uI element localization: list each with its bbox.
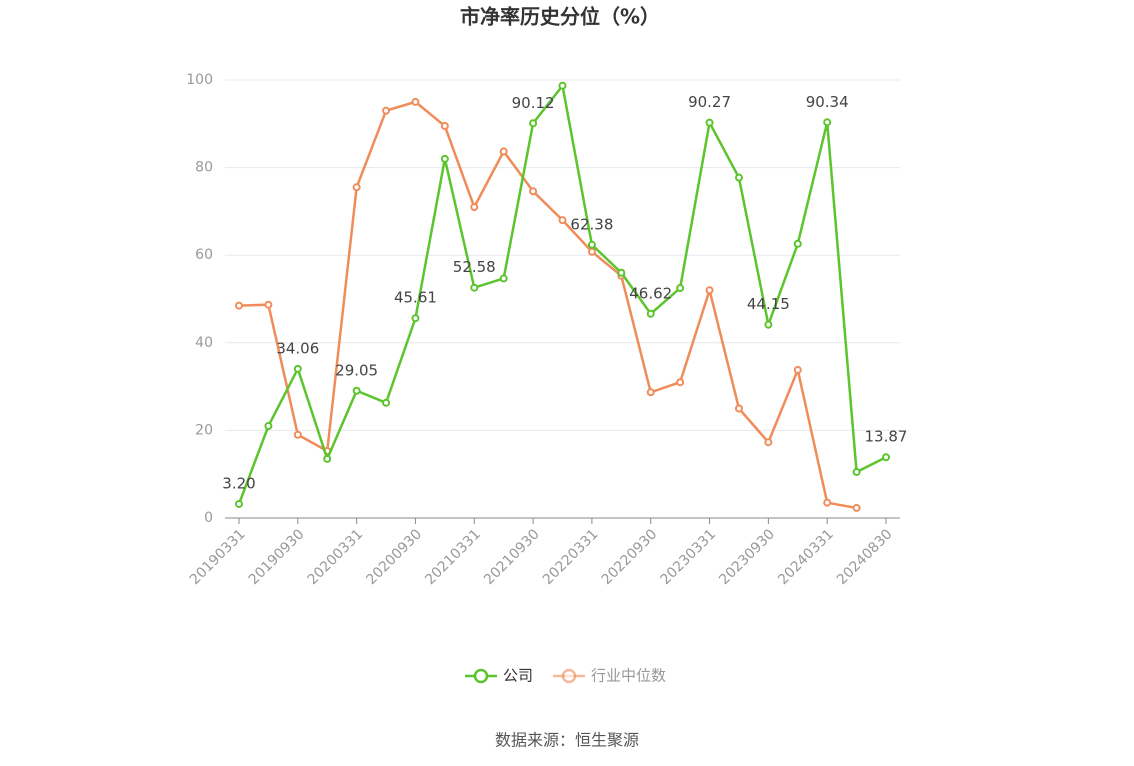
data-point	[470, 283, 479, 292]
data-point	[676, 284, 685, 293]
x-tick-label: 20230331	[657, 526, 719, 588]
data-point	[382, 398, 391, 407]
data-point	[793, 365, 802, 374]
data-point	[411, 97, 420, 106]
y-tick-label: 20	[195, 422, 213, 438]
x-tick-label: 20210930	[481, 526, 543, 588]
data-point	[411, 314, 420, 323]
legend-marker	[561, 668, 577, 684]
data-point	[793, 239, 802, 248]
data-point	[382, 106, 391, 115]
x-tick-label: 20220930	[599, 526, 661, 588]
data-label: 90.27	[688, 93, 731, 111]
legend-label: 公司	[503, 667, 533, 685]
x-tick-label: 20190331	[187, 526, 249, 588]
data-label: 52.58	[453, 258, 496, 276]
data-point	[587, 240, 596, 249]
data-point	[293, 430, 302, 439]
data-label: 34.06	[276, 339, 319, 357]
data-label: 44.15	[747, 295, 790, 313]
data-point	[529, 119, 538, 128]
data-point	[235, 301, 243, 310]
x-tick-label: 20200331	[305, 526, 367, 588]
data-point	[264, 300, 273, 309]
x-tick-label: 20200930	[363, 526, 425, 588]
data-label: 90.34	[806, 93, 849, 111]
data-label: 3.20	[222, 474, 255, 492]
data-point	[529, 187, 538, 196]
x-tick-label: 20230930	[716, 526, 778, 588]
data-point	[734, 404, 743, 413]
data-point	[558, 216, 567, 225]
data-point	[882, 453, 890, 462]
data-point	[470, 203, 479, 212]
x-tick-label: 20190930	[246, 526, 308, 588]
y-tick-label: 40	[195, 335, 213, 351]
data-point	[323, 454, 332, 463]
data-label: 29.05	[335, 361, 378, 379]
data-point	[705, 286, 714, 295]
data-point	[352, 386, 361, 395]
data-point	[352, 183, 361, 192]
data-point	[499, 274, 508, 283]
y-tick-label: 100	[186, 72, 213, 88]
data-point	[440, 154, 449, 163]
y-tick-label: 0	[204, 510, 213, 526]
data-point	[646, 309, 655, 318]
data-point	[823, 118, 832, 127]
source: 数据来源：恒生聚源	[495, 731, 639, 750]
data-point	[646, 388, 655, 397]
legend-label: 行业中位数	[591, 667, 666, 685]
y-tick-label: 60	[195, 247, 213, 263]
data-point	[852, 468, 861, 477]
data-point	[764, 320, 773, 329]
data-label: 13.87	[865, 428, 908, 446]
data-point	[852, 503, 861, 512]
chart-title: 市净率历史分位（%）	[460, 5, 660, 29]
series-line	[238, 100, 857, 510]
x-tick-label: 20240830	[834, 526, 896, 588]
y-tick-label: 80	[195, 160, 213, 176]
data-point	[823, 498, 832, 507]
data-point	[705, 118, 714, 127]
x-tick-label: 20240331	[775, 526, 837, 588]
data-point	[764, 438, 773, 447]
data-point	[734, 173, 743, 182]
x-tick-label: 20210331	[422, 526, 484, 588]
data-point	[617, 268, 626, 277]
data-point	[440, 121, 449, 130]
data-label: 90.12	[512, 94, 555, 112]
data-label: 45.61	[394, 289, 437, 307]
data-point	[499, 147, 508, 156]
data-point	[587, 247, 596, 256]
data-point	[558, 81, 567, 90]
data-point	[264, 422, 273, 431]
data-label: 62.38	[570, 215, 613, 233]
legend-marker	[473, 668, 489, 684]
data-point	[235, 499, 243, 508]
x-tick-label: 20220331	[540, 526, 602, 588]
data-point	[293, 364, 302, 373]
data-point	[676, 378, 685, 387]
data-label: 46.62	[629, 284, 672, 302]
